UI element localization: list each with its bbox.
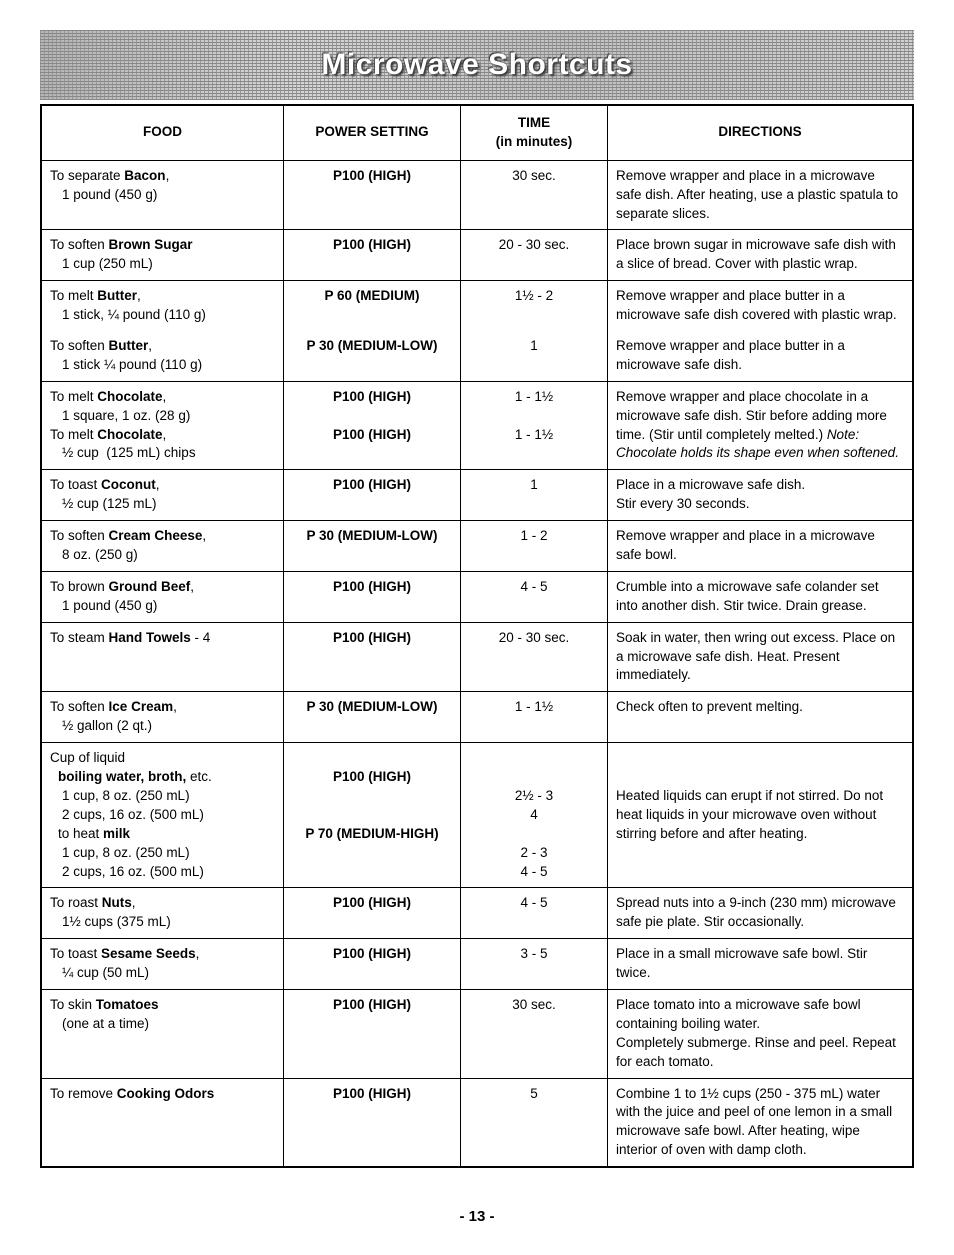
cell-time: 1	[461, 470, 608, 521]
cell-time: 2½ - 342 - 34 - 5	[461, 743, 608, 888]
cell-directions: Remove wrapper and place butter in a mic…	[608, 331, 914, 381]
cell-power: P100 (HIGH)	[284, 939, 461, 990]
cell-power: P100 (HIGH)	[284, 989, 461, 1078]
table-row: To melt Chocolate,1 square, 1 oz. (28 g)…	[41, 381, 913, 470]
cell-food: To roast Nuts,1½ cups (375 mL)	[41, 888, 284, 939]
cell-time: 1	[461, 331, 608, 381]
cell-directions: Combine 1 to 1½ cups (250 - 375 mL) wate…	[608, 1078, 914, 1167]
cell-food: To remove Cooking Odors	[41, 1078, 284, 1167]
cell-power: P 30 (MEDIUM-LOW)	[284, 521, 461, 572]
cell-directions: Place brown sugar in microwave safe dish…	[608, 230, 914, 281]
cell-directions: Remove wrapper and place in a microwave …	[608, 160, 914, 230]
table-body: To separate Bacon,1 pound (450 g)P100 (H…	[41, 160, 913, 1167]
cell-food: To melt Butter,1 stick, ¼ pound (110 g)	[41, 281, 284, 331]
cell-time: 30 sec.	[461, 989, 608, 1078]
cell-power: P100 (HIGH)	[284, 1078, 461, 1167]
cell-directions: Place tomato into a microwave safe bowl …	[608, 989, 914, 1078]
cell-food: To brown Ground Beef,1 pound (450 g)	[41, 571, 284, 622]
table-row: To soften Cream Cheese,8 oz. (250 g)P 30…	[41, 521, 913, 572]
cell-directions: Place in a microwave safe dish.Stir ever…	[608, 470, 914, 521]
cell-food: To steam Hand Towels - 4	[41, 622, 284, 692]
cell-food: To skin Tomatoes(one at a time)	[41, 989, 284, 1078]
page-number: - 13 -	[40, 1208, 914, 1225]
cell-time: 4 - 5	[461, 571, 608, 622]
header-food: FOOD	[41, 105, 284, 160]
cell-food: To soften Ice Cream,½ gallon (2 qt.)	[41, 692, 284, 743]
cell-directions: Place in a small microwave safe bowl. St…	[608, 939, 914, 990]
cell-power: P100 (HIGH)	[284, 571, 461, 622]
cell-time: 3 - 5	[461, 939, 608, 990]
cell-time: 1 - 1½	[461, 692, 608, 743]
header-time: TIME (in minutes)	[461, 105, 608, 160]
table-row: To separate Bacon,1 pound (450 g)P100 (H…	[41, 160, 913, 230]
cell-food: To soften Brown Sugar1 cup (250 mL)	[41, 230, 284, 281]
cell-directions: Heated liquids can erupt if not stirred.…	[608, 743, 914, 888]
table-row: To skin Tomatoes(one at a time)P100 (HIG…	[41, 989, 913, 1078]
table-row: To soften Ice Cream,½ gallon (2 qt.)P 30…	[41, 692, 913, 743]
header-time-main: TIME	[518, 115, 550, 130]
table-row: To soften Butter,1 stick ¼ pound (110 g)…	[41, 331, 913, 381]
table-row: To roast Nuts,1½ cups (375 mL)P100 (HIGH…	[41, 888, 913, 939]
cell-power: P 60 (MEDIUM)	[284, 281, 461, 331]
cell-power: P100 (HIGH)	[284, 888, 461, 939]
cell-power: P100 (HIGH)	[284, 230, 461, 281]
cell-directions: Soak in water, then wring out excess. Pl…	[608, 622, 914, 692]
cell-food: To soften Butter,1 stick ¼ pound (110 g)	[41, 331, 284, 381]
cell-time: 1 - 2	[461, 521, 608, 572]
cell-power: P100 (HIGH)	[284, 160, 461, 230]
table-row: To steam Hand Towels - 4P100 (HIGH)20 - …	[41, 622, 913, 692]
cell-time: 30 sec.	[461, 160, 608, 230]
cell-time: 20 - 30 sec.	[461, 622, 608, 692]
cell-directions: Remove wrapper and place in a microwave …	[608, 521, 914, 572]
table-header-row: FOOD POWER SETTING TIME (in minutes) DIR…	[41, 105, 913, 160]
table-row: To toast Sesame Seeds,¼ cup (50 mL)P100 …	[41, 939, 913, 990]
header-power: POWER SETTING	[284, 105, 461, 160]
cell-directions: Crumble into a microwave safe colander s…	[608, 571, 914, 622]
table-row: Cup of liquidboiling water, broth, etc.1…	[41, 743, 913, 888]
cell-power: P100 (HIGH)	[284, 622, 461, 692]
header-time-sub: (in minutes)	[496, 134, 573, 149]
cell-time: 5	[461, 1078, 608, 1167]
cell-power: P100 (HIGH)	[284, 470, 461, 521]
cell-time: 1 - 1½ 1 - 1½	[461, 381, 608, 470]
table-row: To toast Coconut,½ cup (125 mL)P100 (HIG…	[41, 470, 913, 521]
cell-time: 20 - 30 sec.	[461, 230, 608, 281]
cell-time: 4 - 5	[461, 888, 608, 939]
page-title-banner: Microwave Shortcuts	[40, 30, 914, 100]
cell-directions: Spread nuts into a 9-inch (230 mm) micro…	[608, 888, 914, 939]
cell-directions: Remove wrapper and place butter in a mic…	[608, 281, 914, 331]
cell-power: P100 (HIGH)P 70 (MEDIUM-HIGH)	[284, 743, 461, 888]
cell-time: 1½ - 2	[461, 281, 608, 331]
shortcuts-table: FOOD POWER SETTING TIME (in minutes) DIR…	[40, 104, 914, 1168]
cell-directions: Remove wrapper and place chocolate in a …	[608, 381, 914, 470]
cell-food: To separate Bacon,1 pound (450 g)	[41, 160, 284, 230]
table-row: To brown Ground Beef,1 pound (450 g)P100…	[41, 571, 913, 622]
cell-food: To soften Cream Cheese,8 oz. (250 g)	[41, 521, 284, 572]
header-directions: DIRECTIONS	[608, 105, 914, 160]
table-row: To remove Cooking OdorsP100 (HIGH)5Combi…	[41, 1078, 913, 1167]
cell-power: P 30 (MEDIUM-LOW)	[284, 692, 461, 743]
table-row: To melt Butter,1 stick, ¼ pound (110 g)P…	[41, 281, 913, 331]
cell-food: To toast Coconut,½ cup (125 mL)	[41, 470, 284, 521]
table-row: To soften Brown Sugar1 cup (250 mL)P100 …	[41, 230, 913, 281]
cell-power: P100 (HIGH) P100 (HIGH)	[284, 381, 461, 470]
cell-food: Cup of liquidboiling water, broth, etc.1…	[41, 743, 284, 888]
cell-power: P 30 (MEDIUM-LOW)	[284, 331, 461, 381]
cell-food: To toast Sesame Seeds,¼ cup (50 mL)	[41, 939, 284, 990]
cell-food: To melt Chocolate,1 square, 1 oz. (28 g)…	[41, 381, 284, 470]
cell-directions: Check often to prevent melting.	[608, 692, 914, 743]
